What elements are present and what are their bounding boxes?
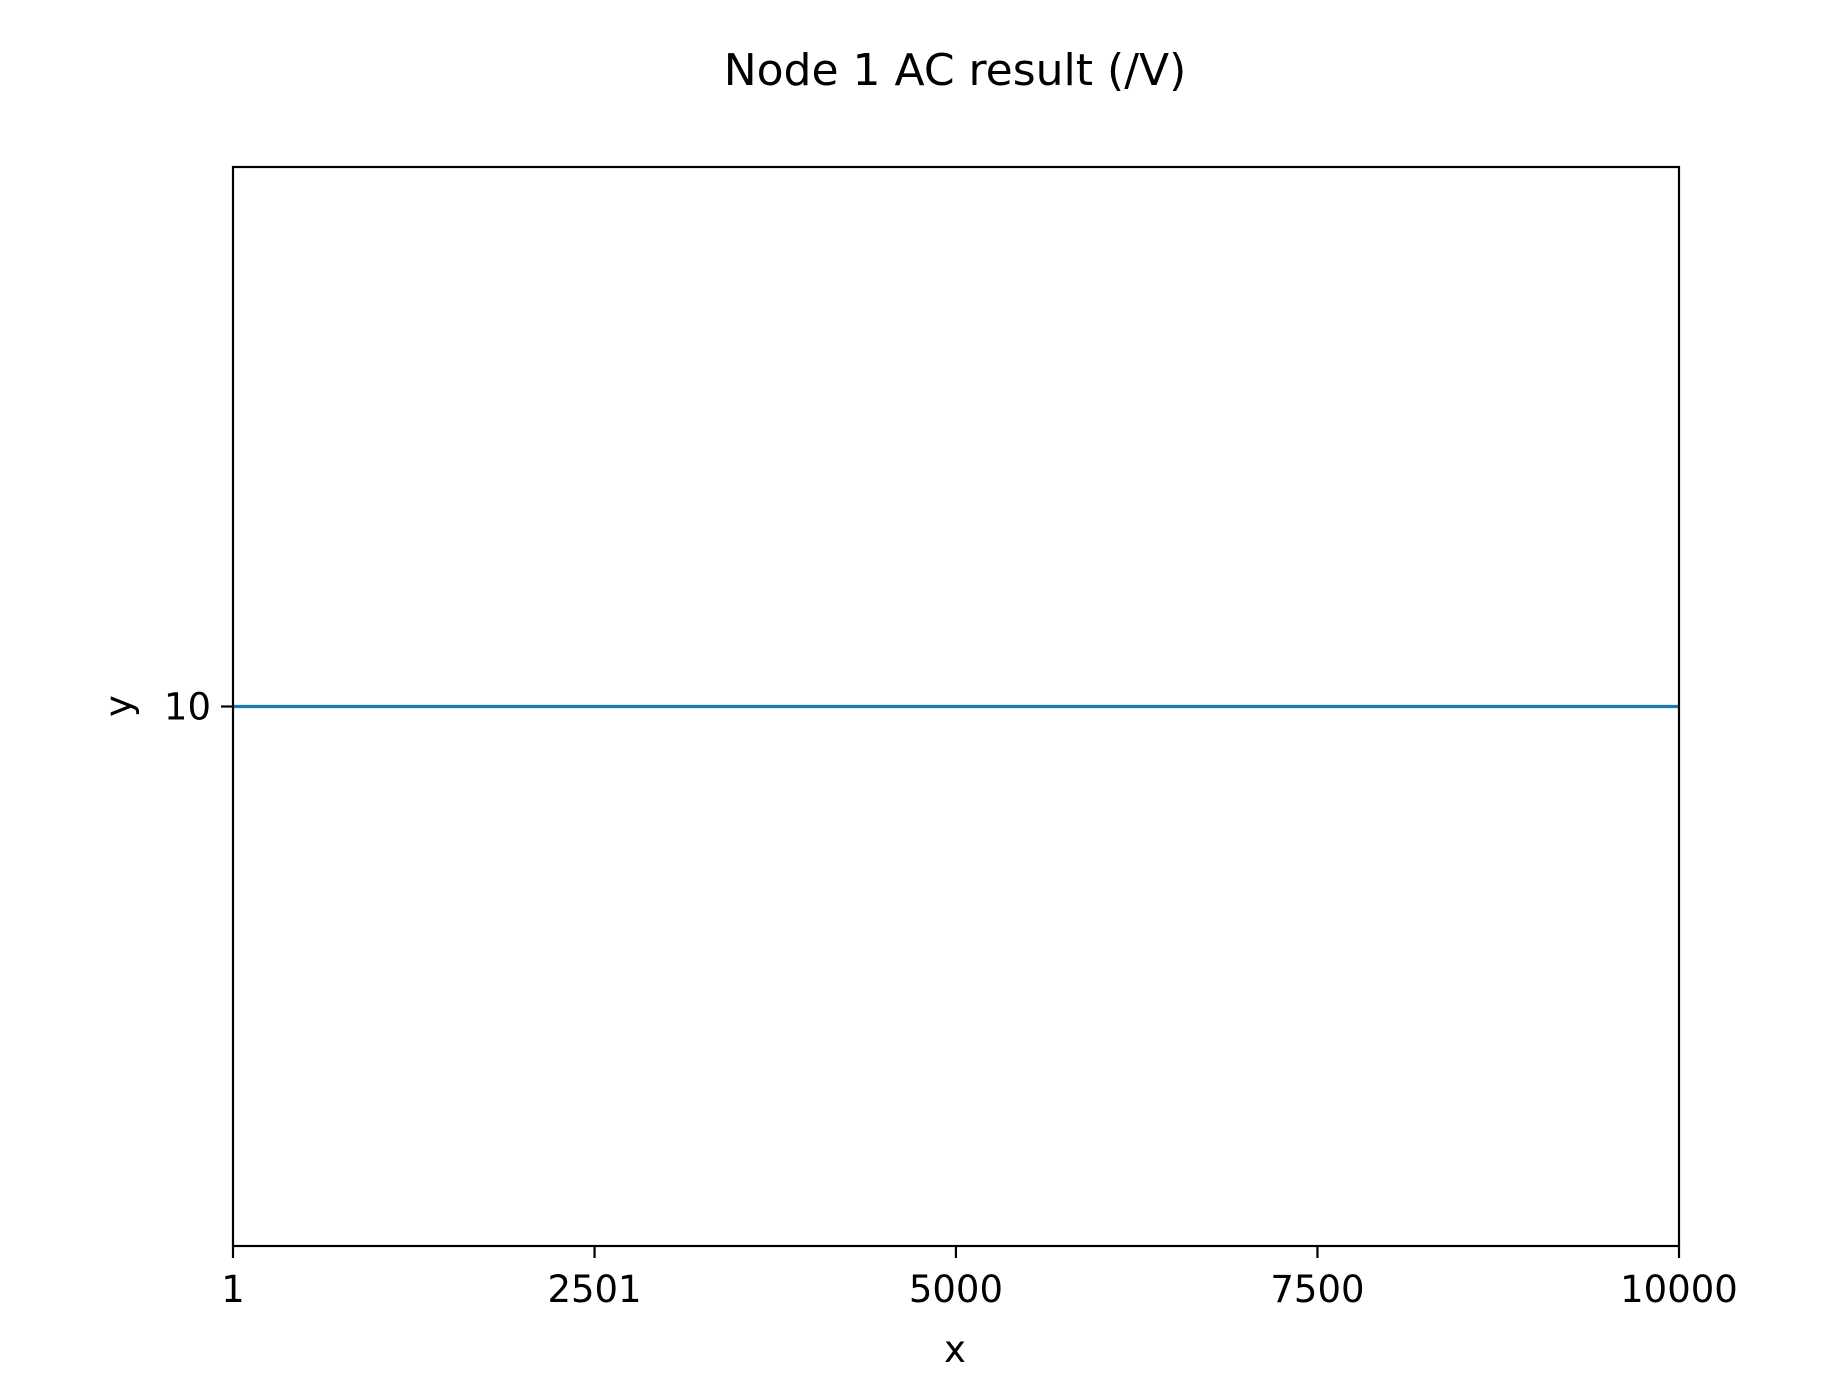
x-tick-label: 7500 [1270, 1268, 1364, 1311]
x-tick-label: 1 [221, 1268, 245, 1311]
x-tick-label: 5000 [909, 1268, 1003, 1311]
y-axis-label: y [97, 695, 140, 717]
y-axis-ticks: 10 [164, 686, 233, 729]
x-axis-ticks: 1 2501 5000 7500 10000 [221, 1246, 1738, 1311]
plot-frame [231, 165, 1681, 1248]
x-tick-label: 2501 [547, 1268, 641, 1311]
chart-title: Node 1 AC result (/V) [724, 45, 1187, 96]
y-tick-label: 10 [164, 686, 211, 729]
x-tick-label: 10000 [1620, 1268, 1738, 1311]
x-axis-label: x [944, 1328, 966, 1371]
